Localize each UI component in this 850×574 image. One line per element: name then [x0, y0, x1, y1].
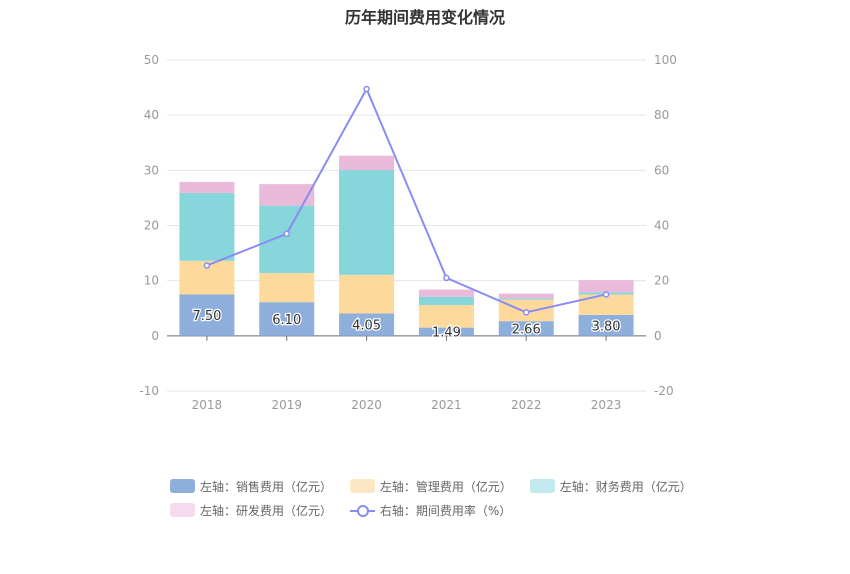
expense-ratio-point: [602, 291, 610, 298]
left-axis-tick-label: -10: [139, 384, 159, 398]
expense-ratio-line: [206, 86, 607, 314]
x-axis-tick-label: 2022: [511, 398, 542, 412]
bar-data-label: 2.66: [512, 322, 541, 337]
bar-data-label: 1.49: [432, 326, 461, 341]
x-axis-tick-label: 2020: [351, 398, 382, 412]
legend-item-rd[interactable]: 左轴：研发费用（亿元）: [170, 500, 332, 520]
left-axis-tick-label: 30: [144, 163, 159, 177]
bar-management: [578, 294, 634, 315]
x-axis-tick-label: 2021: [431, 398, 462, 412]
right-axis-tick-label: 20: [654, 274, 669, 288]
left-axis-tick-label: 20: [144, 219, 159, 233]
legend-item-management[interactable]: 左轴：管理费用（亿元）: [349, 476, 512, 496]
legend-swatch-sales: [170, 479, 195, 493]
chart-title: 历年期间费用变化情况: [344, 8, 505, 27]
bar-sales: [179, 294, 235, 336]
legend-label-expense-ratio: 右轴：期间费用率（%）: [379, 503, 512, 518]
legend-swatch-expense-ratio: [349, 503, 375, 517]
bar-sales: [339, 313, 395, 336]
right-axis-tick-label: 100: [654, 53, 677, 67]
bar-rd: [498, 293, 554, 299]
bar-sales: [418, 327, 474, 336]
bar-finance: [498, 298, 554, 300]
expense-ratio-point: [363, 85, 370, 93]
legend-label-finance: 左轴：财务费用（亿元）: [559, 479, 692, 494]
legend-label-rd: 左轴：研发费用（亿元）: [200, 503, 333, 518]
x-axis-tick-label: 2019: [271, 398, 302, 412]
left-axis-tick-label: 0: [151, 329, 159, 343]
legend: 左轴：销售费用（亿元） 左轴：管理费用（亿元） 左轴：财务费用（亿元） 左轴：研…: [170, 476, 710, 524]
bar-finance: [418, 296, 474, 305]
legend-label-sales: 左轴：销售费用（亿元）: [200, 479, 333, 494]
expense-ratio-point: [523, 309, 530, 316]
bar-rd: [418, 289, 474, 297]
bar-finance: [259, 205, 315, 273]
right-axis-tick-label: 60: [654, 163, 669, 177]
bar-data-label: 6.10: [272, 313, 301, 328]
legend-item-finance[interactable]: 左轴：财务费用（亿元）: [529, 476, 692, 496]
x-axis-tick-label: 2018: [192, 398, 223, 412]
bar-rd: [179, 181, 235, 193]
bar-data-label: 4.05: [352, 319, 381, 334]
bar-finance: [179, 192, 235, 261]
expense-ratio-point: [443, 274, 450, 282]
legend-item-expense-ratio[interactable]: 右轴：期间费用率（%）: [349, 500, 512, 520]
bar-sales: [259, 302, 315, 336]
left-axis-tick-label: 40: [144, 108, 159, 122]
expense-ratio-point: [283, 230, 290, 238]
right-axis-tick-label: 0: [654, 329, 662, 343]
left-axis-tick-label: 50: [144, 53, 159, 67]
legend-item-sales[interactable]: 左轴：销售费用（亿元）: [170, 476, 332, 496]
legend-swatch-management: [349, 479, 375, 493]
right-axis-tick-label: -20: [654, 384, 674, 398]
bar-rd: [578, 280, 634, 293]
bar-sales: [498, 321, 554, 336]
x-axis-tick-label: 2023: [591, 398, 622, 412]
expense-ratio-point: [203, 262, 211, 269]
bar-data-label: 3.80: [592, 319, 621, 334]
right-axis-tick-label: 40: [654, 219, 669, 233]
bar-management: [339, 274, 395, 314]
right-axis-tick-label: 80: [654, 108, 669, 122]
legend-swatch-finance: [529, 479, 555, 493]
bar-management: [418, 304, 474, 328]
legend-swatch-rd: [170, 503, 195, 517]
left-axis-tick-label: 10: [144, 274, 159, 288]
bar-sales: [578, 314, 634, 336]
bar-finance: [339, 170, 395, 275]
bar-rd: [339, 155, 395, 171]
bar-management: [259, 272, 315, 303]
bar-rd: [259, 184, 315, 206]
bar-data-label: 7.50: [192, 309, 221, 324]
legend-label-management: 左轴：管理费用（亿元）: [379, 479, 512, 494]
